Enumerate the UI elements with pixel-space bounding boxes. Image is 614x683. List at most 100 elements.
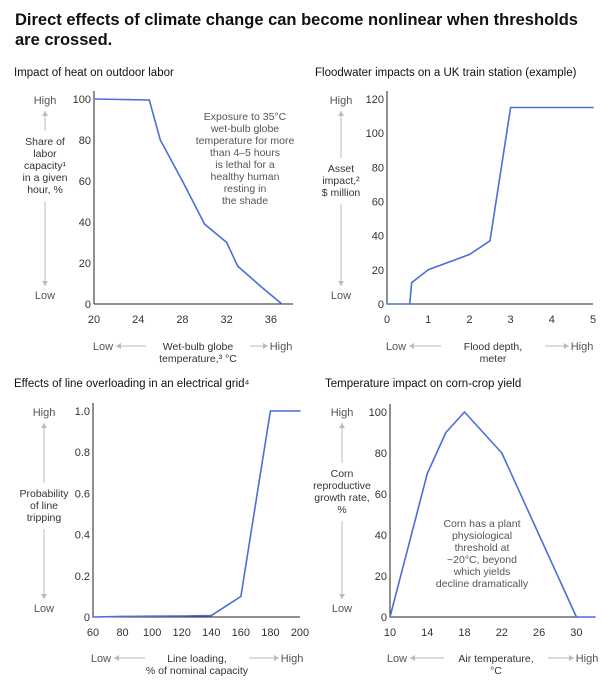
data-point bbox=[426, 472, 429, 475]
x-tick-label: 60 bbox=[87, 627, 99, 639]
y-low-label: Low bbox=[35, 290, 55, 302]
x-tick-label: 30 bbox=[570, 627, 582, 639]
y-axis-label-line: Corn bbox=[331, 468, 354, 480]
x-low-label: Low bbox=[91, 653, 111, 665]
y-axis-label-line: Share of bbox=[25, 136, 65, 148]
data-point bbox=[148, 99, 151, 101]
chart-annotation-line: physiological bbox=[452, 530, 512, 542]
x-tick-label: 18 bbox=[458, 627, 470, 639]
chart-annotation-line: the shade bbox=[222, 195, 268, 207]
chart-title: Floodwater impacts on a UK train station… bbox=[315, 67, 577, 79]
y-tick-label: 100 bbox=[366, 128, 384, 140]
data-point bbox=[386, 303, 388, 305]
y-arrow-down-head bbox=[42, 281, 48, 286]
y-tick-label: 60 bbox=[375, 489, 387, 501]
chart-annotation-line: Exposure to 35°C bbox=[204, 111, 287, 123]
y-tick-label: 0 bbox=[378, 299, 384, 311]
x-arrow-right-head bbox=[564, 343, 569, 349]
y-high-label: High bbox=[330, 95, 353, 107]
data-point bbox=[236, 265, 239, 267]
x-tick-label: 28 bbox=[176, 314, 188, 326]
y-tick-label: 80 bbox=[375, 448, 387, 460]
x-tick-label: 0 bbox=[384, 314, 390, 326]
data-point bbox=[468, 253, 471, 256]
y-tick-label: 60 bbox=[79, 176, 91, 188]
y-arrow-down-head bbox=[339, 594, 345, 599]
y-tick-label: 40 bbox=[372, 231, 384, 243]
y-tick-label: 120 bbox=[366, 94, 384, 106]
x-low-label: Low bbox=[386, 341, 406, 353]
data-point bbox=[389, 616, 391, 618]
x-axis-label-line: Air temperature, bbox=[458, 653, 533, 665]
data-point bbox=[210, 614, 213, 617]
y-axis-label-line: of line bbox=[30, 500, 58, 512]
x-axis-label-line: % of nominal capacity bbox=[146, 665, 249, 677]
chart-title: Impact of heat on outdoor labor bbox=[14, 67, 174, 79]
data-point bbox=[254, 502, 257, 505]
y-tick-label: 80 bbox=[372, 162, 384, 174]
y-tick-label: 0 bbox=[84, 612, 90, 624]
y-tick-label: 1.0 bbox=[75, 406, 90, 418]
y-tick-label: 40 bbox=[375, 530, 387, 542]
chart-annotation-line: healthy human bbox=[211, 171, 280, 183]
x-arrow-left-head bbox=[114, 655, 119, 661]
x-tick-label: 22 bbox=[496, 627, 508, 639]
x-arrow-left-head bbox=[409, 343, 414, 349]
x-tick-label: 20 bbox=[88, 314, 100, 326]
x-high-label: High bbox=[281, 653, 304, 665]
y-axis-label-line: labor bbox=[33, 148, 57, 160]
y-axis-label-line: Asset bbox=[328, 163, 354, 175]
data-point bbox=[463, 411, 466, 413]
y-high-label: High bbox=[34, 95, 57, 107]
x-tick-label: 36 bbox=[265, 314, 277, 326]
x-tick-label: 100 bbox=[143, 627, 161, 639]
chart-panel-2: Floodwater impacts on a UK train station… bbox=[315, 67, 596, 365]
y-high-label: High bbox=[33, 407, 56, 419]
data-point bbox=[592, 106, 594, 109]
data-point bbox=[410, 281, 413, 284]
y-arrow-down-head bbox=[41, 594, 47, 599]
x-arrow-left-head bbox=[410, 655, 415, 661]
y-axis-label-line: tripping bbox=[27, 512, 62, 524]
x-tick-label: 140 bbox=[202, 627, 220, 639]
y-high-label: High bbox=[331, 407, 354, 419]
y-arrow-up-head bbox=[338, 111, 344, 116]
data-point bbox=[445, 431, 447, 434]
data-point bbox=[240, 595, 242, 598]
x-axis-label-line: Wet-bulb globe bbox=[163, 341, 234, 353]
x-tick-label: 4 bbox=[549, 314, 555, 326]
chart-annotation-line: ~20°C, beyond bbox=[447, 554, 517, 566]
x-axis-label-line: temperature,³ °C bbox=[159, 353, 237, 365]
data-point bbox=[180, 615, 183, 617]
chart-annotation-line: temperature for more bbox=[196, 135, 295, 147]
data-point bbox=[203, 223, 206, 225]
data-point bbox=[408, 303, 411, 305]
x-tick-label: 160 bbox=[232, 627, 250, 639]
data-point bbox=[181, 180, 184, 182]
x-arrow-right-head bbox=[274, 655, 279, 661]
page-title: Direct effects of climate change can bec… bbox=[15, 11, 578, 49]
data-point bbox=[489, 239, 491, 242]
chart-annotation-line: is lethal for a bbox=[215, 159, 275, 171]
y-tick-label: 20 bbox=[372, 265, 384, 277]
y-tick-label: 100 bbox=[73, 94, 91, 106]
x-tick-label: 24 bbox=[132, 314, 144, 326]
y-arrow-up-head bbox=[42, 111, 48, 116]
y-low-label: Low bbox=[332, 603, 352, 615]
chart-annotation-line: wet-bulb globe bbox=[210, 123, 279, 135]
data-point bbox=[151, 615, 153, 617]
y-tick-label: 20 bbox=[79, 258, 91, 270]
data-point bbox=[121, 615, 124, 618]
data-point bbox=[281, 303, 283, 305]
x-low-label: Low bbox=[93, 341, 113, 353]
y-low-label: Low bbox=[331, 290, 351, 302]
chart-annotation-line: Corn has a plant bbox=[443, 518, 520, 530]
x-tick-label: 120 bbox=[173, 627, 191, 639]
data-point bbox=[575, 616, 578, 618]
x-high-label: High bbox=[576, 653, 599, 665]
x-tick-label: 3 bbox=[508, 314, 514, 326]
y-axis-label-line: Probability bbox=[19, 488, 69, 500]
chart-panel-1: Impact of heat on outdoor labor 20 24 28 32 3… bbox=[14, 67, 294, 365]
y-axis-label-line: hour, % bbox=[27, 184, 63, 196]
